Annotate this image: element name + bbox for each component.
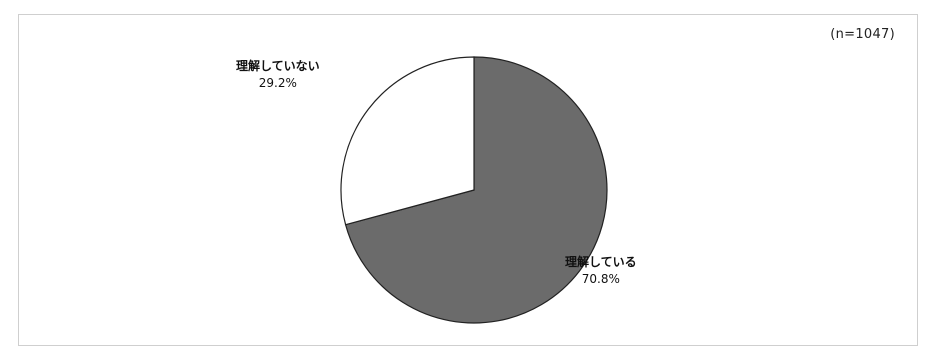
- sample-size-label: (n=1047): [830, 27, 895, 42]
- slice-label-not-understand: 理解していない 29.2%: [236, 58, 320, 92]
- slice-label-understand: 理解している 70.8%: [565, 254, 637, 288]
- pie-slice-understand: [344, 56, 608, 324]
- slice-name-not-understand: 理解していない: [236, 59, 320, 73]
- pie-slice-not-understand: [340, 56, 475, 226]
- slice-value-not-understand: 29.2%: [258, 76, 297, 90]
- slice-name-understand: 理解している: [565, 255, 637, 269]
- slice-value-understand: 70.8%: [581, 272, 620, 286]
